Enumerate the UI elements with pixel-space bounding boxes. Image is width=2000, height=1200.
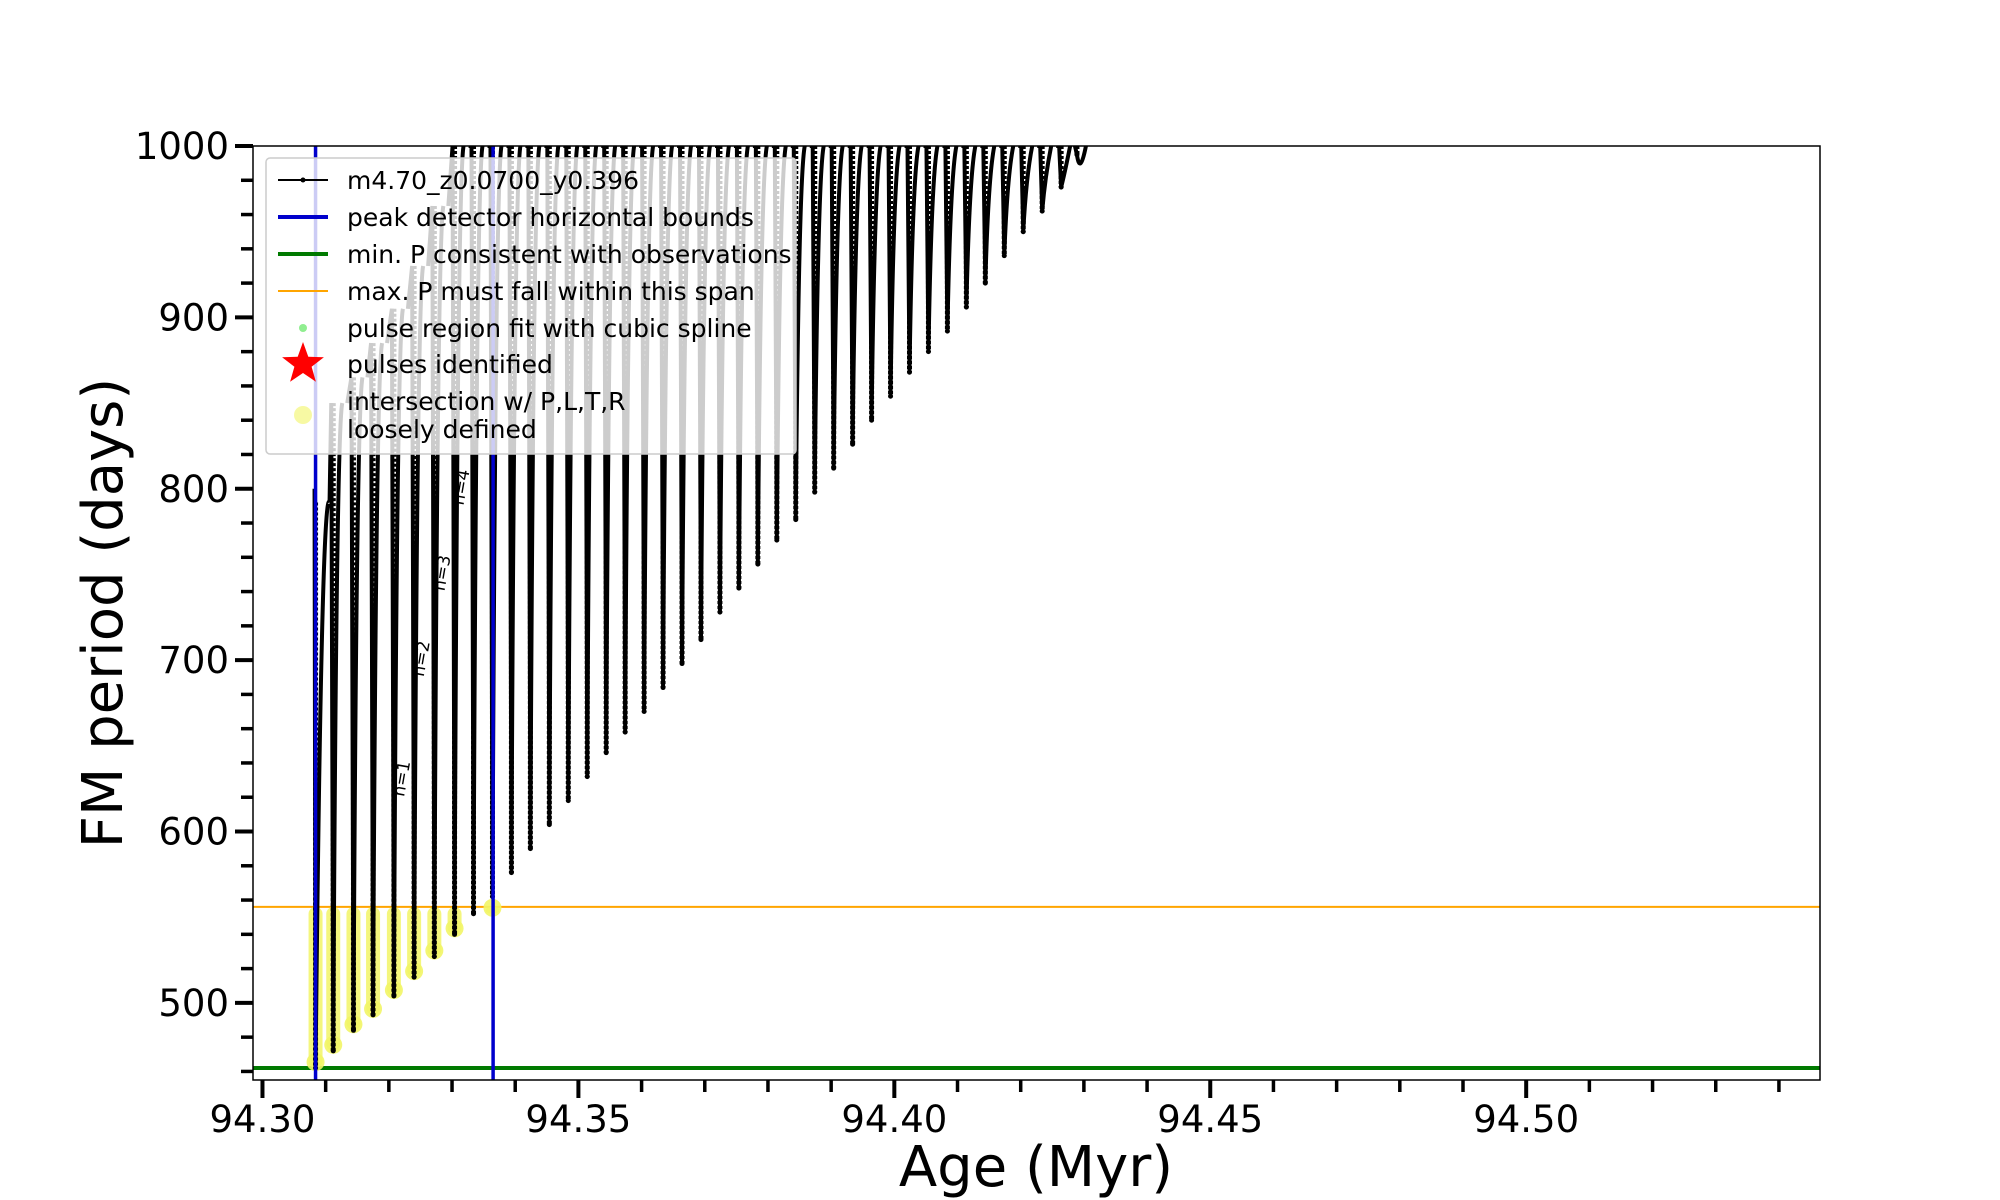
pulse-min-point — [812, 489, 818, 495]
pulse-min-point — [431, 954, 437, 960]
pulse-min-point — [906, 369, 912, 375]
legend-handle-intersection — [294, 406, 312, 424]
pulse-min-point — [755, 561, 761, 567]
pulse-min-point — [471, 911, 477, 917]
legend-box — [265, 157, 797, 455]
legend-handle-spline — [299, 324, 307, 332]
pulse-min-point — [850, 441, 856, 447]
legend-label: m4.70_z0.0700_y0.396 — [347, 166, 639, 195]
pulse-min-point — [1001, 253, 1007, 259]
pulse-min-point — [370, 1012, 376, 1018]
pulse-min-point — [717, 609, 723, 615]
legend-handle-star — [282, 342, 324, 382]
pulse-min-point — [622, 729, 628, 735]
pulse-min-point — [1074, 152, 1080, 158]
pulse-min-point — [508, 870, 514, 876]
x-tick-label: 94.35 — [525, 1098, 631, 1141]
legend-label: intersection w/ P,L,T,R — [347, 387, 626, 416]
legend-label: min. P consistent with observations — [347, 240, 792, 269]
legend-label: pulses identified — [347, 350, 553, 379]
x-tick-label: 94.30 — [210, 1098, 316, 1141]
legend-label: loosely defined — [347, 415, 537, 444]
pulse-min-point — [660, 685, 666, 691]
pulse-min-point — [1039, 208, 1045, 214]
pulse-min-point — [963, 304, 969, 310]
pulse-min-point — [869, 417, 875, 423]
pulse-min-point — [330, 1048, 336, 1054]
pulse-min-point — [1058, 184, 1064, 190]
pulse-min-point — [452, 931, 458, 937]
y-tick-label: 600 — [158, 811, 229, 854]
pulse-min-point — [925, 349, 931, 355]
y-axis-title: FM period (days) — [71, 378, 136, 848]
pulse-min-point — [584, 774, 590, 780]
plot-frame — [252, 145, 1821, 1081]
pulse-min-point — [831, 465, 837, 471]
pulse-min-point — [698, 637, 704, 643]
y-tick-label: 800 — [158, 468, 229, 511]
pulse-min-point — [527, 846, 533, 852]
pulse-min-point — [793, 517, 799, 523]
legend-label: pulse region fit with cubic spline — [347, 314, 752, 343]
pulse-min-point — [944, 328, 950, 334]
y-tick-label: 700 — [158, 639, 229, 682]
x-tick-label: 94.45 — [1157, 1098, 1263, 1141]
y-axis: 500 600 700 800 900 1000 — [135, 125, 253, 1074]
pulse-min-point — [350, 1027, 356, 1033]
y-tick-label: 1000 — [135, 125, 229, 168]
pulse-min-point — [391, 993, 397, 999]
pulse-min-point — [774, 537, 780, 543]
pulse-min-point — [888, 393, 894, 399]
legend-handle-track-dot — [300, 177, 306, 183]
y-tick-label: 500 — [158, 982, 229, 1025]
pulse-min-point — [603, 750, 609, 756]
pulse-min-point — [641, 709, 647, 715]
pulse-min-point — [736, 585, 742, 591]
pulse-min-point — [679, 661, 685, 667]
x-tick-label: 94.40 — [841, 1098, 947, 1141]
pulse-min-point — [411, 974, 417, 980]
pulse-min-point — [546, 822, 552, 828]
pulse-min-point — [565, 798, 571, 804]
pulse-min-point — [982, 280, 988, 286]
legend-label: max. P must fall within this span — [347, 277, 755, 306]
legend-label: peak detector horizontal bounds — [347, 203, 754, 232]
x-axis: 94.30 94.35 94.40 94.45 94.50 — [210, 1080, 1781, 1141]
x-tick-label: 94.50 — [1473, 1098, 1579, 1141]
pulse-min-point — [1020, 229, 1026, 235]
x-axis-title: Age (Myr) — [899, 1135, 1173, 1200]
y-tick-label: 900 — [158, 296, 229, 339]
